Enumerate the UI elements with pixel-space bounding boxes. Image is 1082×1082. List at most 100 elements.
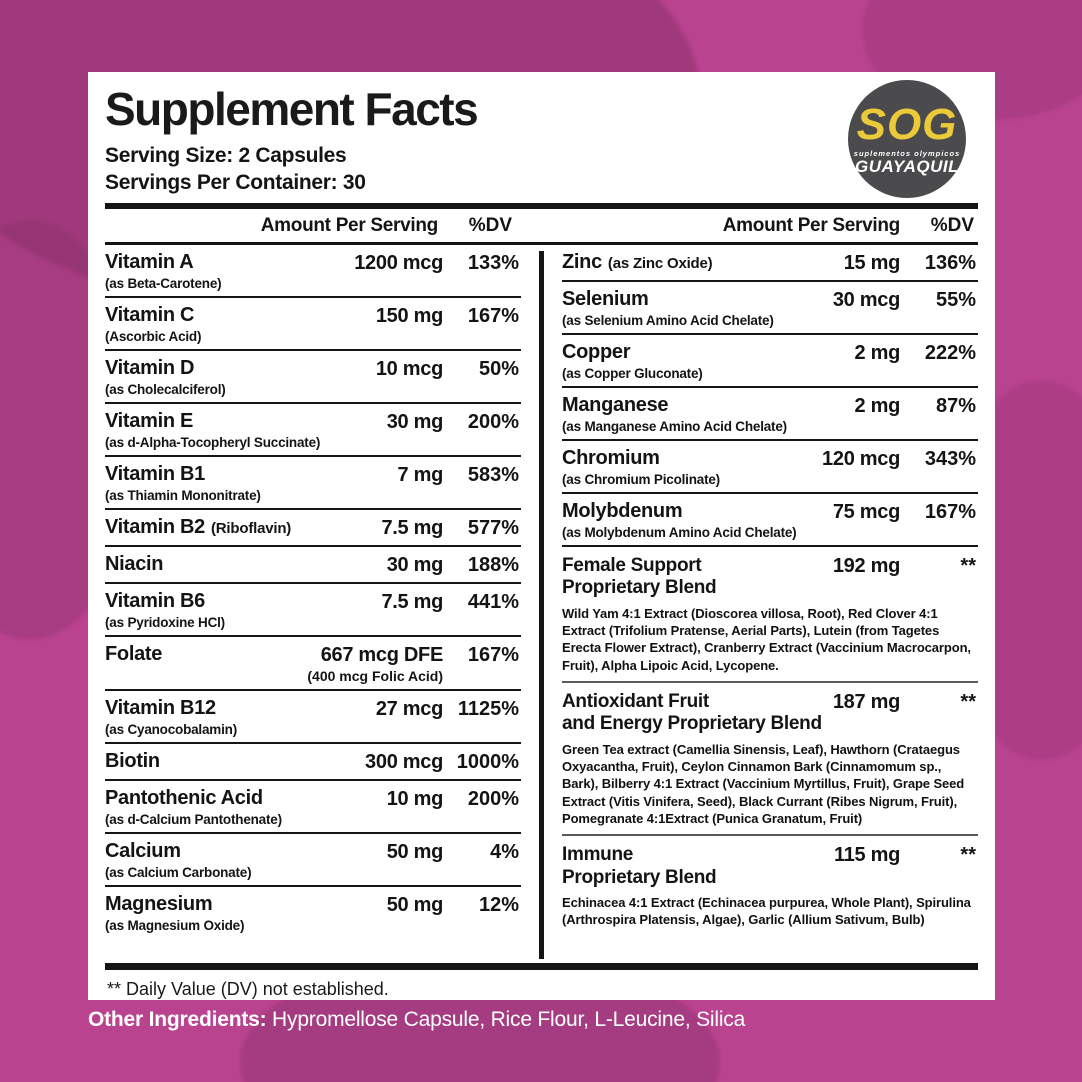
- blend-row: Antioxidant Fruit and Energy Proprietary …: [562, 683, 978, 837]
- row-amount: 1200 mcg: [354, 252, 443, 275]
- row-amount-value: 120 mcg: [822, 448, 900, 470]
- table-row: Vitamin B12 (as Cyanocobalamin) 27 mcg 1125…: [105, 691, 521, 744]
- blend-header: Female Support Proprietary Blend 192 mg **: [562, 555, 978, 600]
- supplement-column-right: Zinc (as Zinc Oxide) 15 mg 136% Selenium (as …: [562, 245, 978, 963]
- table-row: Manganese (as Manganese Amino Acid Chelat…: [562, 388, 978, 441]
- row-dv: 577%: [467, 517, 519, 539]
- other-ingredients-value: Hypromellose Capsule, Rice Flour, L-Leuc…: [266, 1008, 746, 1031]
- row-subname: (as Thiamin Mononitrate): [105, 488, 261, 503]
- table-row: Vitamin C (Ascorbic Acid) 150 mg 167%: [105, 298, 521, 351]
- table-row: Pantothenic Acid (as d-Calcium Pantothena…: [105, 781, 521, 834]
- row-amount: 7 mg: [397, 464, 444, 487]
- row-dv: 167%: [467, 305, 519, 327]
- blend-name-line: Female Support: [562, 555, 702, 576]
- row-amount: 150 mg: [376, 305, 443, 328]
- row-amount: 27 mcg: [376, 698, 443, 721]
- row-dv: 87%: [935, 395, 976, 417]
- row-amount: 30 mcg: [833, 289, 900, 312]
- row-name: Manganese: [562, 394, 669, 416]
- row-subname: (Ascorbic Acid): [105, 329, 202, 344]
- row-name-block: Copper (as Copper Gluconate): [562, 342, 855, 382]
- row-amount: 2 mg: [854, 342, 901, 365]
- row-subname: (as Pyridoxine HCl): [105, 615, 225, 630]
- row-name: Calcium: [105, 840, 181, 862]
- row-dv: 55%: [935, 289, 976, 311]
- row-amount-value: 10 mg: [386, 788, 444, 810]
- row-name-block: Vitamin D (as Cholecalciferol): [105, 357, 376, 398]
- row-amount-value: 7 mg: [397, 464, 444, 486]
- dv-header: %DV: [930, 214, 974, 236]
- row-amount-value: 7.5 mg: [381, 591, 443, 613]
- row-name-block: Molybdenum (as Molybdenum Amino Acid Chel…: [562, 500, 833, 541]
- table-row: Copper (as Copper Gluconate) 2 mg 222%: [562, 335, 978, 388]
- blend-name: Immune Proprietary Blend: [562, 844, 834, 889]
- row-name: Vitamin A: [105, 251, 194, 273]
- row-amount: 2 mg: [855, 395, 901, 418]
- row-amount-subvalue: (400 mcg Folic Acid): [307, 668, 443, 684]
- row-amount: 10 mg: [386, 788, 444, 811]
- row-name-block: Vitamin B6 (as Pyridoxine HCl): [105, 591, 381, 631]
- column-divider: [539, 251, 544, 959]
- table-row: Vitamin E (as d-Alpha-Tocopheryl Succinat…: [105, 404, 521, 457]
- table-row: Zinc (as Zinc Oxide) 15 mg 136%: [562, 245, 978, 282]
- table-row: Calcium (as Calcium Carbonate) 50 mg 4%: [105, 834, 521, 887]
- row-amount-value: 2 mg: [854, 342, 901, 364]
- row-dv: 12%: [478, 894, 519, 916]
- blend-name-line: and Energy Proprietary Blend: [562, 713, 822, 735]
- row-subname: (as Cyanocobalamin): [105, 722, 237, 737]
- row-amount-value: 30 mcg: [832, 289, 900, 311]
- row-amount-value: 7.5 mg: [381, 517, 443, 539]
- table-row: Magnesium (as Magnesium Oxide) 50 mg 12%: [105, 887, 521, 938]
- row-dv: 222%: [924, 342, 976, 364]
- table-row: Chromium (as Chromium Picolinate) 120 mcg 3…: [562, 441, 978, 494]
- row-amount: 300 mcg: [365, 751, 443, 774]
- blend-name: Female Support Proprietary Blend: [562, 555, 833, 600]
- row-name: Molybdenum: [562, 500, 683, 522]
- row-amount: 50 mg: [387, 894, 444, 917]
- header-rule-thick: [105, 203, 978, 209]
- row-name-block: Biotin: [105, 751, 365, 772]
- row-subname: (as Copper Gluconate): [562, 366, 703, 381]
- row-subname: (as d-Calcium Pantothenate): [105, 812, 282, 827]
- blend-dv: **: [960, 690, 976, 713]
- row-name-block: Chromium (as Chromium Picolinate): [562, 448, 822, 488]
- row-subname: (as Manganese Amino Acid Chelate): [562, 419, 787, 434]
- row-amount-value: 30 mg: [386, 411, 444, 433]
- blend-name-line: Proprietary Blend: [562, 577, 717, 599]
- row-name: Vitamin D: [105, 357, 195, 379]
- row-dv: 583%: [467, 464, 519, 486]
- table-row: Folate 667 mcg DFE (400 mcg Folic Acid) 167…: [105, 637, 521, 691]
- table-row: Vitamin B2 (Riboflavin) 7.5 mg 577%: [105, 510, 521, 547]
- row-subname: (as Magnesium Oxide): [105, 918, 245, 933]
- blend-row: Immune Proprietary Blend 115 mg ** Echinacea…: [562, 836, 978, 935]
- row-name-block: Vitamin B1 (as Thiamin Mononitrate): [105, 463, 398, 504]
- table-row: Vitamin B6 (as Pyridoxine HCl) 7.5 mg 441%: [105, 584, 521, 637]
- row-amount: 75 mcg: [833, 501, 900, 524]
- row-name-block: Magnesium (as Magnesium Oxide): [105, 893, 387, 934]
- table-row: Biotin 300 mcg 1000%: [105, 744, 521, 781]
- row-name: Vitamin B1: [105, 463, 205, 485]
- row-amount-value: 300 mcg: [365, 751, 443, 773]
- blend-description: Echinacea 4:1 Extract (Echinacea purpure…: [562, 894, 971, 928]
- dv-header: %DV: [468, 214, 512, 236]
- row-inline-subname: (as Zinc Oxide): [607, 255, 713, 272]
- table-row: Vitamin D (as Cholecalciferol) 10 mcg 50%: [105, 351, 521, 404]
- supplement-facts-panel: Supplement Facts Serving Size: 2 Capsule…: [88, 72, 995, 1000]
- panel-header: Supplement Facts Serving Size: 2 Capsule…: [105, 72, 978, 203]
- row-dv: 167%: [924, 501, 976, 523]
- row-amount: 30 mg: [387, 554, 444, 577]
- blend-description: Wild Yam 4:1 Extract (Dioscorea villosa,…: [562, 605, 971, 673]
- servings-per-container: Servings Per Container: 30: [105, 171, 366, 195]
- row-name-block: Calcium (as Calcium Carbonate): [105, 840, 387, 881]
- table-row: Niacin 30 mg 188%: [105, 547, 521, 584]
- row-name-block: Vitamin C (Ascorbic Acid): [105, 305, 376, 345]
- row-dv: 133%: [467, 252, 519, 274]
- row-dv: 4%: [490, 841, 519, 863]
- row-name-block: Folate: [105, 644, 307, 665]
- row-name-block: Manganese (as Manganese Amino Acid Chelat…: [562, 394, 855, 435]
- blend-row: Female Support Proprietary Blend 192 mg ** W…: [562, 545, 978, 683]
- row-amount: 667 mcg DFE (400 mcg Folic Acid): [307, 644, 443, 684]
- row-amount-value: 667 mcg DFE: [320, 644, 444, 666]
- row-name: Magnesium: [105, 893, 213, 915]
- row-name-block: Pantothenic Acid (as d-Calcium Pantothena…: [105, 788, 387, 828]
